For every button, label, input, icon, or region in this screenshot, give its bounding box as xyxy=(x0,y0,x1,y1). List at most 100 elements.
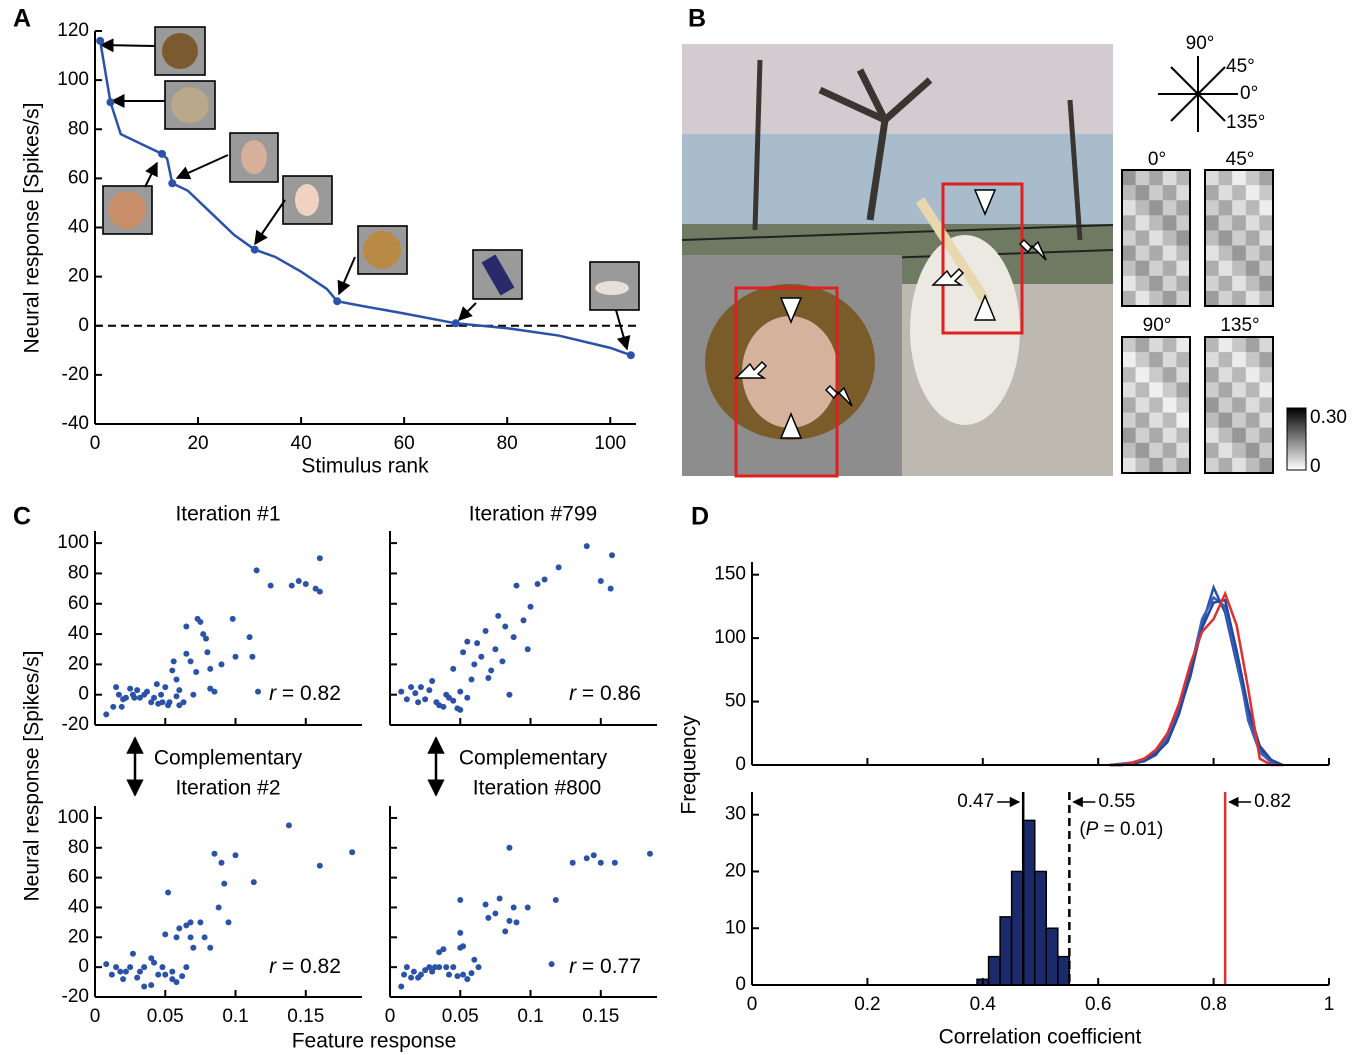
y-tick-label: 30 xyxy=(725,804,746,825)
map-cell xyxy=(1136,261,1150,277)
map-cell xyxy=(1136,291,1150,307)
scatter-point xyxy=(255,689,261,695)
scatter-point xyxy=(233,654,239,660)
map-cell xyxy=(1176,428,1190,444)
y-tick-label: 100 xyxy=(57,807,89,828)
map-cell xyxy=(1122,170,1136,186)
map-cell xyxy=(1163,367,1177,383)
map-cell xyxy=(1205,382,1219,398)
map-cell xyxy=(1149,397,1163,413)
scatter-point xyxy=(251,879,257,885)
scatter-point xyxy=(162,684,168,690)
map-cell xyxy=(1122,291,1136,307)
map-cell xyxy=(1176,443,1190,459)
x-tick-label: 0.2 xyxy=(854,994,880,1015)
thumb-face xyxy=(171,87,209,123)
colorbar-label: 0.30 xyxy=(1310,407,1347,428)
map-cell xyxy=(1163,246,1177,262)
map-cell xyxy=(1205,185,1219,201)
scatter-point xyxy=(450,666,456,672)
scatter-point xyxy=(412,690,418,696)
scatter-point xyxy=(211,689,217,695)
reference-note: (P = 0.01) xyxy=(1079,819,1163,840)
map-cell xyxy=(1136,428,1150,444)
map-cell xyxy=(1259,397,1273,413)
map-cell xyxy=(1122,413,1136,429)
scatter-point xyxy=(207,666,213,672)
map-cell xyxy=(1232,230,1246,246)
map-cell xyxy=(1246,367,1260,383)
colorbar-label: 0 xyxy=(1310,456,1321,477)
scatter-point xyxy=(426,687,432,693)
y-tick-label: 40 xyxy=(68,217,89,238)
map-cell xyxy=(1205,230,1219,246)
scatter-point xyxy=(141,984,147,990)
map-cell xyxy=(1136,215,1150,231)
scatter-point xyxy=(155,972,161,978)
map-cell xyxy=(1149,382,1163,398)
map-cell xyxy=(1163,261,1177,277)
map-cell xyxy=(1205,200,1219,216)
scatter-point xyxy=(130,951,136,957)
map-cell xyxy=(1219,230,1233,246)
x-tick-label: 0.15 xyxy=(287,1006,324,1027)
scatter-point xyxy=(521,617,527,623)
histogram-bar xyxy=(1012,871,1024,985)
series-line xyxy=(1110,594,1283,765)
map-cell xyxy=(1259,367,1273,383)
scatter-point xyxy=(254,567,260,573)
map-cell xyxy=(1149,291,1163,307)
y-tick-label: 100 xyxy=(57,69,89,90)
map-cell xyxy=(1246,246,1260,262)
scatter-point xyxy=(535,581,541,587)
scatter-point xyxy=(230,616,236,622)
map-cell xyxy=(1122,261,1136,277)
map-cell xyxy=(1246,291,1260,307)
scatter-point xyxy=(183,651,189,657)
reference-label: 0.47 xyxy=(957,791,994,812)
map-cell xyxy=(1176,215,1190,231)
scatter-point xyxy=(398,689,404,695)
scatter-point xyxy=(457,930,463,936)
map-cell xyxy=(1136,397,1150,413)
scatter-point xyxy=(457,689,463,695)
chart-title: Iteration #799 xyxy=(469,503,597,526)
scatter-point xyxy=(513,919,519,925)
map-cell xyxy=(1176,367,1190,383)
map-cell xyxy=(1205,276,1219,292)
chart: -40-20020406080100120020406080100Stimulu… xyxy=(13,5,636,478)
map-cell xyxy=(1122,458,1136,474)
map-cell xyxy=(1232,382,1246,398)
y-tick-label: 0 xyxy=(78,315,89,336)
map-cell xyxy=(1122,185,1136,201)
correlation-annotation: r = 0.82 xyxy=(269,955,341,978)
map-cell xyxy=(1163,276,1177,292)
map-cell xyxy=(1232,443,1246,459)
scatter-point xyxy=(176,687,182,693)
map-cell xyxy=(1232,200,1246,216)
histogram-bar xyxy=(989,957,1001,985)
photo xyxy=(682,44,1113,476)
thumb-face xyxy=(295,184,319,216)
scatter-point xyxy=(221,881,227,887)
scatter-point xyxy=(119,704,125,710)
scatter-point xyxy=(598,860,604,866)
map-cell xyxy=(1232,261,1246,277)
map-cell xyxy=(1163,413,1177,429)
y-tick-label: 150 xyxy=(714,564,746,585)
map-cell xyxy=(1232,458,1246,474)
scatter-point xyxy=(216,904,222,910)
map-cell xyxy=(1176,291,1190,307)
scatter-point xyxy=(158,692,164,698)
y-tick-label: 80 xyxy=(68,837,89,858)
scatter-point xyxy=(525,646,531,652)
scatter-point xyxy=(204,649,210,655)
map-cell xyxy=(1163,230,1177,246)
scatter-point xyxy=(464,695,470,701)
scatter-point xyxy=(190,692,196,698)
map-cell xyxy=(1219,428,1233,444)
scatter-point xyxy=(218,860,224,866)
map-cell xyxy=(1136,367,1150,383)
map-cell xyxy=(1246,230,1260,246)
scatter-point xyxy=(113,684,119,690)
